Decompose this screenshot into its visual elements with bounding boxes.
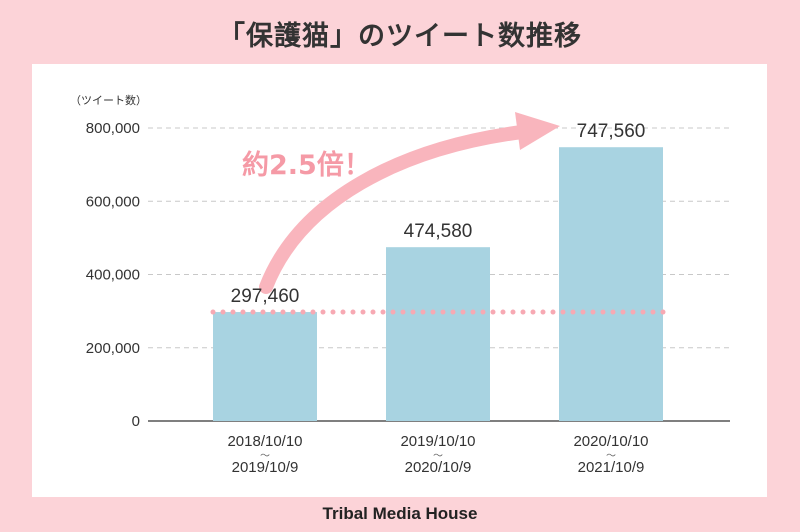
bar-value-label: 747,560 xyxy=(577,121,646,142)
x-tick-label-start: 2018/10/10 xyxy=(227,433,302,450)
x-tick-label-start: 2020/10/10 xyxy=(573,433,648,450)
x-tick-label-start: 2019/10/10 xyxy=(400,433,475,450)
bar xyxy=(559,147,663,421)
y-axis-unit-label: （ツイート数） xyxy=(70,94,147,107)
y-tick-label: 200,000 xyxy=(86,340,140,357)
y-tick-label: 0 xyxy=(132,413,140,430)
growth-annotation: 約2.5倍！ xyxy=(242,149,371,181)
bar xyxy=(386,247,490,421)
growth-arrow-head xyxy=(515,112,560,150)
x-tick-range-separator: 〜 xyxy=(260,451,270,462)
bar-value-label: 297,460 xyxy=(231,286,300,307)
x-tick-label-end: 2021/10/9 xyxy=(578,459,645,476)
x-tick-label-end: 2020/10/9 xyxy=(405,459,472,476)
footer-brand: Tribal Media House xyxy=(322,504,478,523)
y-tick-label: 600,000 xyxy=(86,193,140,210)
growth-arrow-shaft xyxy=(259,125,529,294)
y-tick-label: 800,000 xyxy=(86,120,140,137)
chart-title: 「保護猫」のツイート数推移 xyxy=(218,21,582,52)
x-tick-label-end: 2019/10/9 xyxy=(232,459,299,476)
bar xyxy=(213,312,317,421)
x-tick-range-separator: 〜 xyxy=(433,451,443,462)
bar-value-label: 474,580 xyxy=(404,221,473,242)
x-tick-range-separator: 〜 xyxy=(606,451,616,462)
y-tick-label: 400,000 xyxy=(86,267,140,284)
